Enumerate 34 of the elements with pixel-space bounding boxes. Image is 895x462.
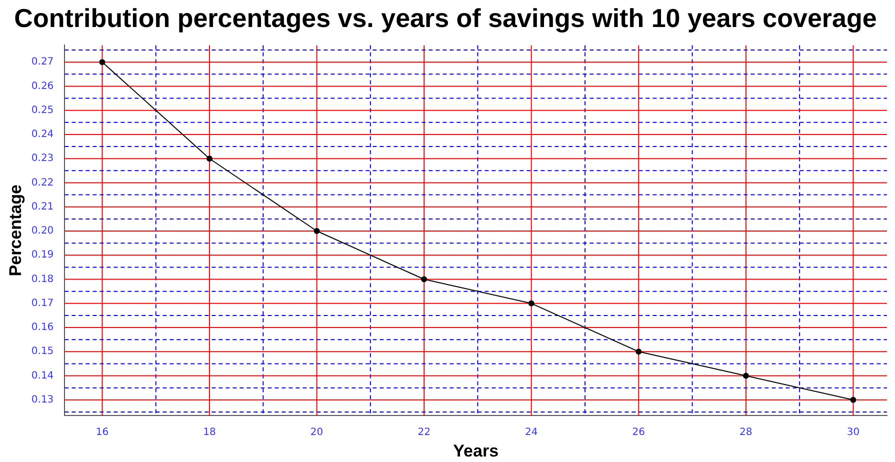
y-tick-label: 0.14	[31, 370, 54, 382]
point	[99, 59, 106, 66]
y-tick-label: 0.23	[31, 153, 54, 164]
x-tick-label: 30	[846, 427, 860, 438]
x-tick-label: 26	[632, 427, 646, 438]
y-tick-label: 0.21	[31, 201, 54, 212]
y-tick-label: 0.20	[31, 226, 54, 237]
chart-title: Contribution percentages vs. years of savings with 10 years coverage	[14, 2, 877, 33]
y-tick-label: 0.22	[31, 177, 54, 188]
x-tick-label: 28	[740, 427, 752, 438]
point	[314, 228, 320, 234]
point	[421, 276, 428, 282]
x-axis-title: Years	[453, 441, 499, 460]
y-tick-label: 0.13	[31, 394, 54, 406]
x-tick-label: 22	[418, 427, 430, 438]
y-axis-title: Percentage	[6, 184, 25, 276]
point	[742, 372, 749, 379]
x-tick-label: 16	[96, 427, 109, 438]
point	[206, 156, 212, 162]
y-tick-label: 0.19	[31, 250, 54, 261]
point	[850, 396, 856, 403]
x-tick-label: 18	[203, 427, 216, 438]
y-tick-label: 0.27	[31, 56, 54, 68]
point	[636, 348, 642, 355]
y-tick-label: 0.16	[31, 322, 54, 334]
y-tick-label: 0.17	[31, 298, 54, 309]
y-tick-label: 0.26	[31, 80, 54, 92]
y-tick-label: 0.24	[31, 129, 54, 140]
x-tick-label: 24	[524, 427, 538, 438]
y-tick-label: 0.18	[31, 274, 54, 285]
y-tick-label: 0.15	[31, 346, 54, 358]
y-tick-label: 0.25	[31, 104, 54, 116]
point	[528, 300, 534, 306]
x-tick-label: 20	[310, 427, 324, 438]
